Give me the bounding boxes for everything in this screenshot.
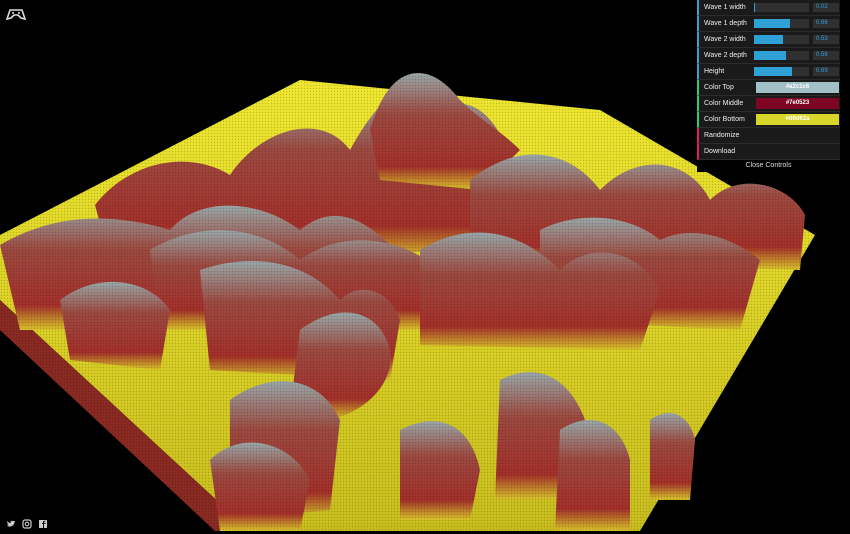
- slider-row[interactable]: Wave 1 depth 0.66: [697, 16, 840, 32]
- color-top-swatch[interactable]: #a2c1c6: [756, 82, 839, 93]
- slider-value[interactable]: 0.58: [813, 51, 839, 60]
- slider-value[interactable]: 0.02: [813, 3, 839, 12]
- slider-label: Wave 1 width: [704, 4, 746, 11]
- slider-row[interactable]: Wave 2 depth 0.58: [697, 48, 840, 64]
- slider-track[interactable]: [754, 19, 809, 28]
- slider-label: Wave 2 depth: [704, 52, 747, 59]
- close-controls-button[interactable]: Close Controls: [697, 160, 840, 172]
- slider-track[interactable]: [754, 3, 809, 12]
- twitter-icon[interactable]: [6, 516, 16, 527]
- randomize-button[interactable]: Randomize: [697, 128, 840, 144]
- slider-fill: [754, 3, 756, 12]
- slider-value[interactable]: 0.66: [813, 19, 839, 28]
- color-middle-label: Color Middle: [704, 100, 744, 107]
- social-links: [6, 516, 48, 529]
- slider-track[interactable]: [754, 51, 809, 60]
- slider-fill: [754, 35, 784, 44]
- slider-row[interactable]: Height 0.69: [697, 64, 840, 80]
- color-bottom-label: Color Bottom: [704, 116, 745, 123]
- gamepad-logo-icon[interactable]: [6, 6, 26, 22]
- download-label: Download: [704, 148, 736, 155]
- download-button[interactable]: Download: [697, 144, 840, 160]
- slider-fill: [754, 51, 786, 60]
- color-top-label: Color Top: [704, 84, 734, 91]
- color-bottom-row[interactable]: Color Bottom #d9d62a: [697, 112, 840, 128]
- slider-track[interactable]: [754, 67, 809, 76]
- slider-fill: [754, 67, 792, 76]
- slider-value[interactable]: 0.69: [813, 67, 839, 76]
- color-middle-swatch[interactable]: #7e0523: [756, 98, 839, 109]
- color-bottom-swatch[interactable]: #d9d62a: [756, 114, 839, 125]
- slider-value[interactable]: 0.53: [813, 35, 839, 44]
- randomize-label: Randomize: [704, 132, 740, 139]
- slider-label: Wave 2 width: [704, 36, 746, 43]
- controls-panel: Wave 1 width 0.02 Wave 1 depth 0.66 Wave 2 w…: [697, 0, 840, 172]
- slider-fill: [754, 19, 791, 28]
- slider-label: Height: [704, 68, 725, 75]
- slider-row[interactable]: Wave 2 width 0.53: [697, 32, 840, 48]
- instagram-icon[interactable]: [22, 516, 32, 529]
- slider-track[interactable]: [754, 35, 809, 44]
- color-top-row[interactable]: Color Top #a2c1c6: [697, 80, 840, 96]
- facebook-icon[interactable]: [38, 516, 48, 528]
- color-middle-row[interactable]: Color Middle #7e0523: [697, 96, 840, 112]
- slider-row[interactable]: Wave 1 width 0.02: [697, 0, 840, 16]
- slider-label: Wave 1 depth: [704, 20, 747, 27]
